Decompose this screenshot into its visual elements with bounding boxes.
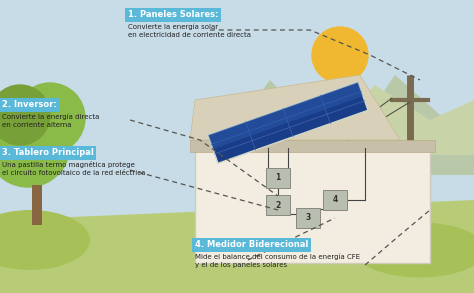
Ellipse shape: [0, 210, 90, 270]
Text: 3: 3: [305, 214, 310, 222]
Text: Una pastilla termo magnética protege: Una pastilla termo magnética protege: [2, 161, 135, 168]
Ellipse shape: [355, 222, 474, 277]
Circle shape: [15, 83, 85, 153]
Text: 2. Inversor:: 2. Inversor:: [2, 100, 57, 109]
FancyBboxPatch shape: [190, 140, 435, 152]
FancyBboxPatch shape: [266, 195, 290, 215]
Text: 4. Medidor Biderecional: 4. Medidor Biderecional: [195, 240, 309, 249]
Text: 1. Paneles Solares:: 1. Paneles Solares:: [128, 10, 219, 19]
Text: 1: 1: [275, 173, 281, 183]
Text: en corriente alterna: en corriente alterna: [2, 122, 72, 128]
Text: Convierte la energía directa: Convierte la energía directa: [2, 113, 100, 120]
FancyBboxPatch shape: [266, 168, 290, 188]
FancyBboxPatch shape: [323, 190, 347, 210]
Text: Convierte la energía solar: Convierte la energía solar: [128, 23, 218, 30]
Text: 2: 2: [275, 200, 281, 209]
FancyBboxPatch shape: [32, 185, 42, 225]
Polygon shape: [200, 75, 474, 175]
Text: en electricidad de corriente directa: en electricidad de corriente directa: [128, 32, 251, 38]
Polygon shape: [310, 85, 474, 155]
FancyBboxPatch shape: [195, 148, 430, 263]
Circle shape: [0, 85, 50, 145]
Text: Mide el balance del consumo de la energía CFE: Mide el balance del consumo de la energí…: [195, 253, 360, 260]
Circle shape: [312, 27, 368, 83]
Polygon shape: [190, 75, 400, 140]
FancyBboxPatch shape: [296, 208, 320, 228]
Polygon shape: [208, 82, 368, 163]
Polygon shape: [0, 200, 474, 293]
Text: el circuito fotovoltaico de la red eléctrica: el circuito fotovoltaico de la red eléct…: [2, 170, 146, 176]
Text: 3. Tablero Principal: 3. Tablero Principal: [2, 148, 94, 157]
Text: y el de los paneles solares: y el de los paneles solares: [195, 262, 287, 268]
Polygon shape: [208, 82, 363, 149]
Circle shape: [0, 103, 70, 187]
Text: 4: 4: [332, 195, 337, 205]
